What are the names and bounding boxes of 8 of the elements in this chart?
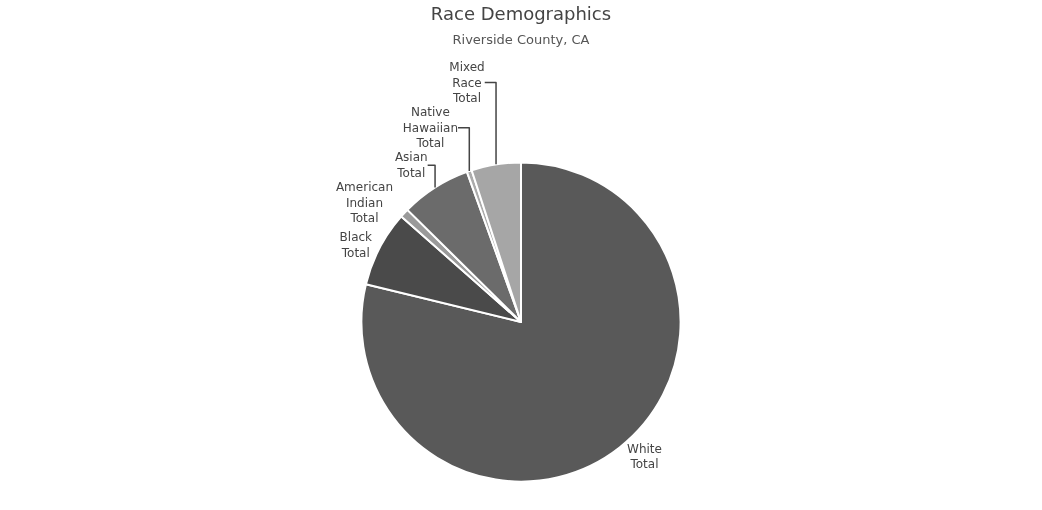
slice-label: Asian Total (394, 150, 428, 180)
slice-label: Black Total (339, 230, 373, 260)
slice-label: Mixed Race Total (449, 59, 485, 106)
chart-subtitle: Riverside County, CA (452, 31, 590, 47)
chart-title: Race Demographics (430, 3, 612, 25)
slice-label: American Indian Total (335, 179, 394, 226)
slice-label: White Total (627, 441, 662, 472)
slice-label: Native Hawaiian Total (402, 105, 458, 151)
